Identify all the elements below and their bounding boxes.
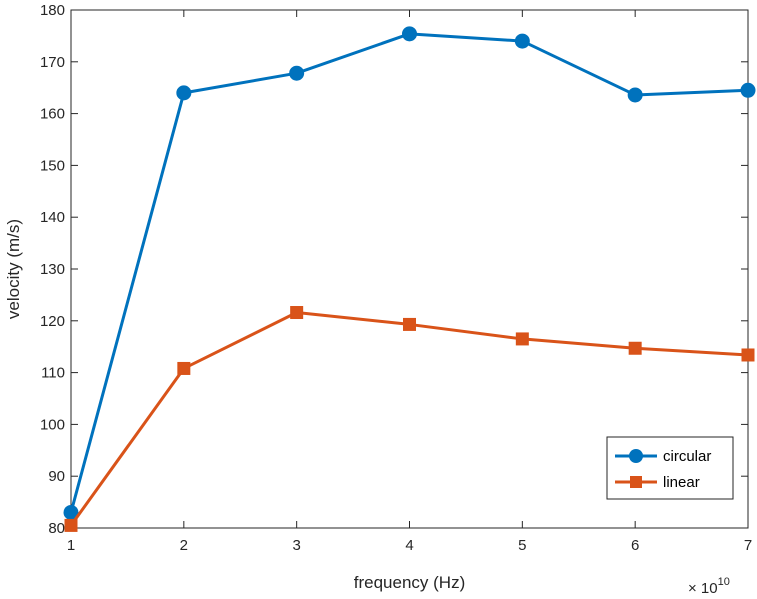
x-tick-label: 7 xyxy=(744,537,752,554)
y-tick-label: 150 xyxy=(40,157,65,174)
y-tick-label: 80 xyxy=(48,520,65,537)
data-point-linear xyxy=(290,306,304,320)
data-point-circular xyxy=(514,33,530,49)
data-point-linear xyxy=(64,518,78,532)
data-point-circular xyxy=(176,85,192,101)
y-tick-label: 100 xyxy=(40,416,65,433)
x-tick-label: 4 xyxy=(405,537,413,554)
x-tick-label: 6 xyxy=(631,537,639,554)
y-tick-label: 160 xyxy=(40,106,65,123)
data-point-linear xyxy=(741,348,755,362)
data-point-circular xyxy=(402,26,417,42)
legend-label-circular: circular xyxy=(663,448,711,465)
y-tick-label: 120 xyxy=(40,313,65,330)
x-axis-label: frequency (Hz) xyxy=(354,573,465,592)
y-tick-label: 90 xyxy=(48,468,65,485)
data-point-circular xyxy=(627,87,643,103)
x-tick-label: 5 xyxy=(518,537,526,554)
data-point-circular xyxy=(740,82,756,98)
legend-box xyxy=(606,436,734,500)
legend-marker-linear xyxy=(630,476,642,488)
x-axis-exponent-power: 10 xyxy=(718,576,730,588)
x-tick-label: 3 xyxy=(292,537,300,554)
data-point-linear xyxy=(628,341,642,355)
data-point-circular xyxy=(289,65,305,81)
y-tick-label: 110 xyxy=(41,365,65,382)
data-point-linear xyxy=(515,332,529,346)
legend-marker-circular xyxy=(629,449,643,463)
y-tick-label: 140 xyxy=(40,209,65,226)
x-axis-exponent-base: × 10 xyxy=(688,580,718,597)
y-tick-label: 180 xyxy=(40,2,65,19)
data-point-linear xyxy=(403,317,416,331)
x-tick-label: 1 xyxy=(67,537,75,554)
x-tick-label: 2 xyxy=(180,537,188,554)
legend-label-linear: linear xyxy=(663,474,700,491)
y-tick-label: 130 xyxy=(40,261,65,278)
x-axis-exponent: × 1010 xyxy=(688,576,730,597)
y-tick-label: 170 xyxy=(40,54,65,71)
y-axis-label: velocity (m/s) xyxy=(4,219,23,319)
data-point-linear xyxy=(177,361,191,375)
